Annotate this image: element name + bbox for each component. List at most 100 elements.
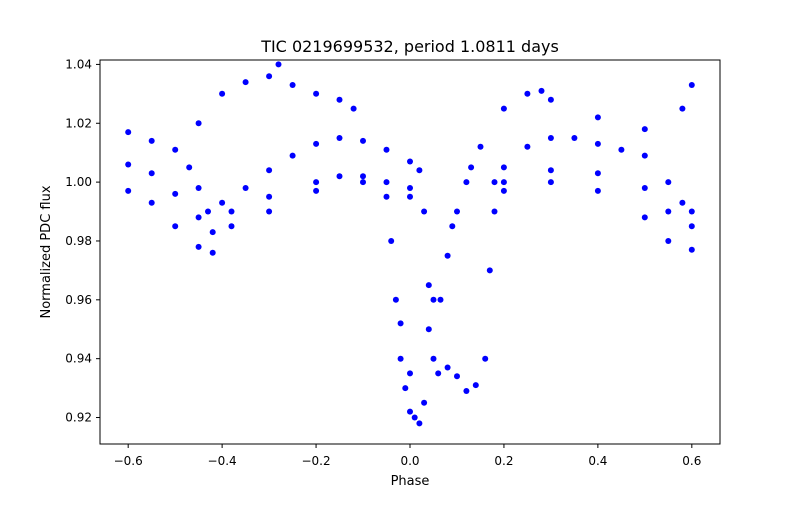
data-point (444, 364, 451, 371)
data-point (500, 164, 507, 171)
data-point (228, 223, 235, 230)
data-point (125, 161, 132, 168)
data-point (430, 355, 437, 362)
data-point (336, 96, 343, 103)
data-point (491, 208, 498, 215)
data-point (688, 223, 695, 230)
data-point (435, 370, 442, 377)
data-point (500, 179, 507, 186)
x-axis-label: Phase (391, 474, 430, 489)
data-point (383, 179, 390, 186)
data-point (402, 385, 409, 392)
data-point (266, 208, 273, 215)
data-point (148, 137, 155, 144)
y-tick-label: 1.02 (65, 116, 92, 130)
data-point (500, 105, 507, 112)
data-point (172, 146, 179, 153)
data-point (688, 208, 695, 215)
data-point (641, 185, 648, 191)
chart-title: TIC 0219699532, period 1.0811 days (260, 37, 559, 56)
y-tick-label: 0.92 (65, 411, 92, 425)
data-point (392, 296, 399, 303)
data-point (289, 152, 296, 159)
data-point (524, 90, 531, 97)
y-tick-label: 0.94 (65, 352, 92, 366)
y-axis-ticks: 0.92 0.94 0.96 0.98 1.00 1.02 1.04 (65, 57, 100, 425)
data-point (313, 179, 320, 186)
data-point (416, 420, 423, 427)
data-point (397, 320, 404, 327)
data-point (360, 179, 366, 186)
data-point (195, 243, 202, 250)
data-point (665, 208, 672, 215)
y-axis-label: Normalized PDC flux (39, 185, 54, 318)
data-point (472, 382, 479, 389)
data-point (641, 214, 648, 221)
data-point (571, 135, 578, 141)
data-point (407, 158, 413, 165)
data-point (486, 267, 493, 274)
data-point (195, 185, 202, 191)
data-point (449, 223, 456, 230)
data-point (594, 170, 601, 177)
data-point (463, 179, 470, 186)
y-tick-label: 0.98 (65, 234, 92, 248)
data-point (195, 120, 202, 127)
data-point (594, 187, 601, 194)
data-point (547, 167, 554, 174)
x-tick-label: 0.6 (682, 454, 701, 468)
data-point (524, 143, 531, 150)
data-point (491, 179, 498, 186)
data-point (477, 143, 484, 150)
data-point (547, 135, 554, 141)
data-point (482, 355, 489, 362)
data-point (266, 167, 273, 174)
data-point (360, 137, 366, 144)
x-tick-label: 0.4 (588, 454, 607, 468)
data-point (313, 90, 320, 97)
data-point (275, 61, 282, 68)
data-point (538, 87, 545, 94)
data-point (313, 187, 320, 194)
data-point (289, 82, 296, 88)
y-tick-label: 0.96 (65, 293, 92, 307)
data-point (397, 355, 404, 362)
data-point (407, 408, 413, 415)
data-point (172, 190, 179, 197)
data-point (688, 82, 695, 88)
data-point (313, 140, 320, 147)
data-point (618, 146, 625, 153)
data-point (454, 208, 460, 215)
x-tick-label: −0.2 (301, 454, 330, 468)
data-point (336, 173, 343, 180)
data-point (641, 152, 648, 159)
data-point (219, 90, 226, 97)
x-tick-label: 0.0 (400, 454, 419, 468)
x-axis-ticks: −0.6 −0.4 −0.2 0.0 0.2 0.4 0.6 (114, 444, 701, 468)
data-point (407, 185, 413, 191)
data-point (425, 282, 432, 289)
x-tick-label: −0.4 (208, 454, 237, 468)
data-point (125, 129, 132, 136)
data-point (688, 246, 695, 253)
data-point (383, 146, 390, 153)
data-point (388, 238, 395, 244)
data-point (500, 187, 507, 194)
data-point (228, 208, 235, 215)
data-point (547, 96, 554, 103)
data-point (679, 199, 686, 206)
data-point (266, 73, 273, 80)
y-tick-label: 1.04 (65, 57, 92, 71)
data-point (641, 126, 648, 133)
data-point (437, 296, 444, 303)
data-point (350, 105, 357, 112)
data-point (421, 208, 428, 215)
data-point (468, 164, 475, 171)
data-point (125, 187, 132, 194)
data-point (209, 249, 216, 256)
data-point (421, 399, 428, 406)
data-point (186, 164, 193, 171)
